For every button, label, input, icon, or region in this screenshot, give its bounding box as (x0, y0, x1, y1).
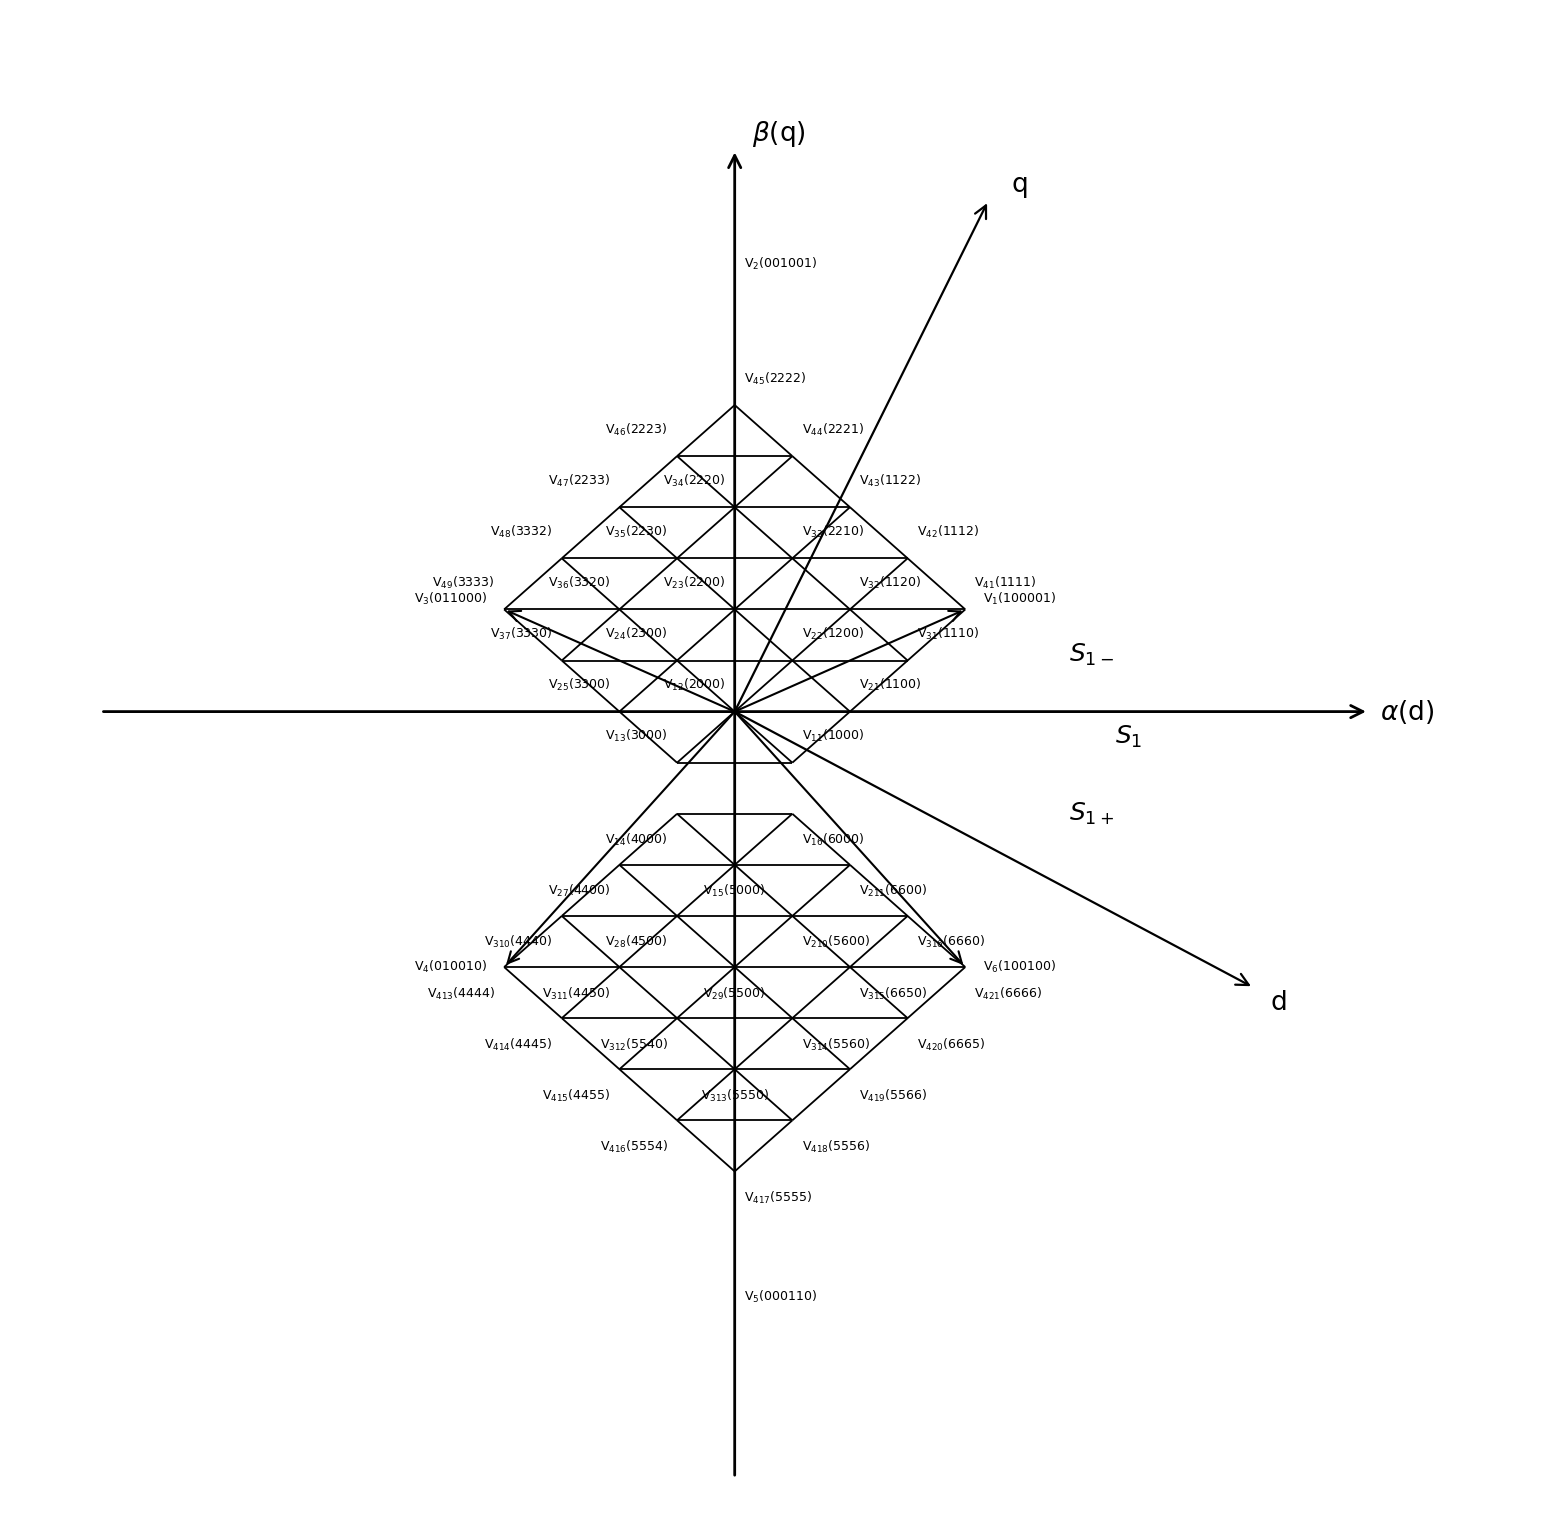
Text: V$_{420}$(6665): V$_{420}$(6665) (916, 1036, 985, 1053)
Text: V$_{36}$(3320): V$_{36}$(3320) (548, 575, 610, 591)
Text: $\beta$(q): $\beta$(q) (752, 119, 807, 150)
Text: V$_{42}$(1112): V$_{42}$(1112) (916, 524, 980, 539)
Text: V$_{417}$(5555): V$_{417}$(5555) (745, 1190, 813, 1206)
Text: V$_{43}$(1122): V$_{43}$(1122) (859, 472, 923, 489)
Text: $S_{1+}$: $S_{1+}$ (1070, 801, 1115, 827)
Text: V$_6$(100100): V$_6$(100100) (983, 960, 1056, 975)
Text: V$_{421}$(6666): V$_{421}$(6666) (975, 986, 1043, 1001)
Text: V$_{22}$(1200): V$_{22}$(1200) (802, 626, 864, 642)
Text: V$_{27}$(4400): V$_{27}$(4400) (548, 883, 610, 900)
Text: $S_1$: $S_1$ (1115, 724, 1142, 750)
Text: $\alpha$(d): $\alpha$(d) (1381, 698, 1435, 726)
Text: $S_{1-}$: $S_{1-}$ (1070, 642, 1115, 668)
Text: V$_{12}$(2000): V$_{12}$(2000) (663, 677, 726, 694)
Text: V$_{315}$(6650): V$_{315}$(6650) (859, 986, 927, 1001)
Text: V$_{32}$(1120): V$_{32}$(1120) (859, 575, 923, 591)
Text: V$_{14}$(4000): V$_{14}$(4000) (605, 833, 667, 848)
Text: V$_{416}$(5554): V$_{416}$(5554) (599, 1138, 667, 1155)
Text: V$_2$(001001): V$_2$(001001) (745, 257, 817, 272)
Text: V$_{34}$(2220): V$_{34}$(2220) (663, 472, 726, 489)
Text: V$_{25}$(3300): V$_{25}$(3300) (548, 677, 610, 694)
Text: V$_{15}$(5000): V$_{15}$(5000) (703, 883, 766, 900)
Text: V$_{24}$(2300): V$_{24}$(2300) (605, 626, 667, 642)
Text: V$_{418}$(5556): V$_{418}$(5556) (802, 1138, 870, 1155)
Text: V$_{49}$(3333): V$_{49}$(3333) (432, 575, 495, 591)
Text: V$_{310}$(4440): V$_{310}$(4440) (485, 934, 553, 950)
Text: V$_{211}$(6600): V$_{211}$(6600) (859, 883, 927, 900)
Text: V$_{41}$(1111): V$_{41}$(1111) (975, 575, 1037, 591)
Text: V$_{31}$(1110): V$_{31}$(1110) (916, 626, 980, 642)
Text: V$_{316}$(6660): V$_{316}$(6660) (916, 934, 985, 950)
Text: V$_{413}$(4444): V$_{413}$(4444) (427, 986, 495, 1001)
Text: V$_{419}$(5566): V$_{419}$(5566) (859, 1088, 927, 1103)
Text: d: d (1271, 990, 1288, 1016)
Text: V$_{33}$(2210): V$_{33}$(2210) (802, 524, 864, 539)
Text: V$_{48}$(3332): V$_{48}$(3332) (489, 524, 553, 539)
Text: V$_{37}$(3330): V$_{37}$(3330) (489, 626, 553, 642)
Text: V$_{23}$(2200): V$_{23}$(2200) (663, 575, 726, 591)
Text: V$_{415}$(4455): V$_{415}$(4455) (542, 1088, 610, 1103)
Text: V$_1$(100001): V$_1$(100001) (983, 591, 1056, 607)
Text: V$_{311}$(4450): V$_{311}$(4450) (542, 986, 610, 1001)
Text: V$_{313}$(5550): V$_{313}$(5550) (701, 1088, 769, 1103)
Text: V$_{13}$(3000): V$_{13}$(3000) (605, 729, 667, 744)
Text: V$_{35}$(2230): V$_{35}$(2230) (605, 524, 667, 539)
Text: V$_{314}$(5560): V$_{314}$(5560) (802, 1036, 870, 1053)
Text: V$_{16}$(6000): V$_{16}$(6000) (802, 833, 864, 848)
Text: V$_{11}$(1000): V$_{11}$(1000) (802, 729, 864, 744)
Text: V$_{312}$(5540): V$_{312}$(5540) (599, 1036, 667, 1053)
Text: V$_4$(010010): V$_4$(010010) (413, 960, 486, 975)
Text: V$_5$(000110): V$_5$(000110) (745, 1290, 817, 1305)
Text: V$_{29}$(5500): V$_{29}$(5500) (703, 986, 766, 1001)
Text: V$_{45}$(2222): V$_{45}$(2222) (745, 371, 807, 387)
Text: q: q (1011, 173, 1028, 199)
Text: V$_{47}$(2233): V$_{47}$(2233) (548, 472, 610, 489)
Text: V$_{46}$(2223): V$_{46}$(2223) (605, 422, 667, 437)
Text: V$_3$(011000): V$_3$(011000) (413, 591, 486, 607)
Text: V$_{28}$(4500): V$_{28}$(4500) (605, 934, 667, 950)
Text: V$_{210}$(5600): V$_{210}$(5600) (802, 934, 870, 950)
Text: V$_{44}$(2221): V$_{44}$(2221) (802, 422, 864, 437)
Text: V$_{414}$(4445): V$_{414}$(4445) (485, 1036, 553, 1053)
Text: V$_{21}$(1100): V$_{21}$(1100) (859, 677, 923, 694)
